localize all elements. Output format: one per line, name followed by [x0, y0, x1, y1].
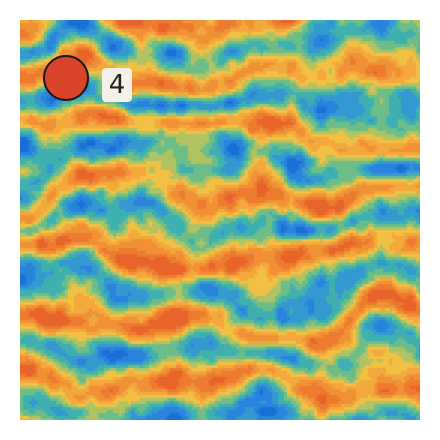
score-value: 4	[108, 70, 126, 100]
player-token[interactable]	[43, 55, 89, 101]
score-badge: 4	[102, 68, 132, 102]
